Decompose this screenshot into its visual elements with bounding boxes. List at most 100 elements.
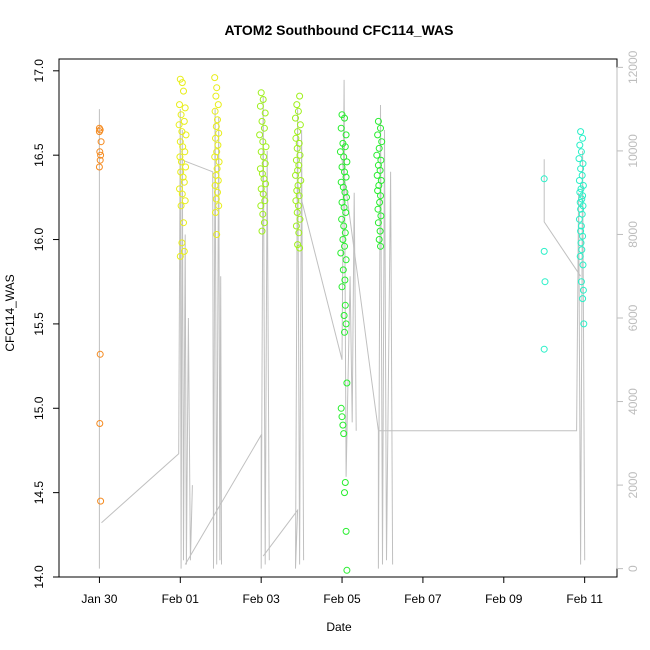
x-tick-label: Feb 01	[162, 592, 200, 606]
data-point	[579, 286, 587, 294]
data-point	[337, 124, 345, 132]
data-point	[341, 276, 349, 284]
data-point	[377, 242, 384, 250]
data-point	[96, 156, 104, 164]
data-point	[577, 239, 585, 247]
data-point	[180, 178, 188, 186]
data-point	[176, 101, 183, 109]
data-point	[180, 87, 187, 95]
data-point	[179, 173, 187, 181]
data-point	[292, 134, 300, 142]
data-point	[341, 301, 349, 309]
y-tick-label: 14.0	[32, 565, 46, 589]
data-point	[214, 188, 221, 196]
data-point	[342, 320, 350, 328]
data-point	[182, 131, 190, 139]
data-point	[341, 242, 348, 250]
data-point	[178, 239, 186, 247]
data-point	[575, 177, 583, 184]
data-point	[295, 161, 303, 169]
data-point	[540, 247, 548, 255]
data-point	[176, 252, 184, 260]
data-point	[342, 131, 350, 139]
y-tick-label: 14.5	[32, 481, 46, 505]
altitude-trace-segment	[378, 150, 586, 565]
y-tick-label: 17.0	[32, 59, 46, 83]
data-point	[579, 134, 587, 142]
data-point	[292, 171, 299, 179]
data-point	[338, 283, 346, 291]
data-point	[261, 109, 269, 117]
data-point	[296, 121, 304, 129]
data-point	[337, 249, 345, 257]
data-point	[575, 215, 583, 223]
data-point	[96, 350, 104, 358]
y-tick-label: 15.5	[32, 312, 46, 336]
data-point	[181, 197, 189, 205]
data-point	[578, 195, 586, 203]
data-point	[262, 180, 270, 188]
data-point	[540, 345, 548, 353]
data-point	[340, 222, 348, 230]
data-point	[340, 204, 348, 211]
data-point	[260, 124, 268, 132]
data-point	[374, 205, 382, 213]
data-point	[215, 129, 223, 137]
data-point	[176, 185, 183, 193]
data-point	[294, 107, 302, 115]
data-point	[256, 102, 264, 110]
data-point	[579, 192, 587, 200]
altitude-trace-segment	[543, 159, 582, 277]
data-point	[579, 295, 587, 303]
data-point	[375, 144, 383, 152]
data-point	[296, 215, 304, 223]
data-point	[261, 160, 269, 168]
data-point	[340, 153, 348, 161]
data-point	[579, 232, 587, 240]
data-point	[374, 187, 382, 195]
data-point	[212, 123, 220, 130]
data-point	[295, 192, 303, 200]
y-axis-label: CFC114_WAS	[3, 274, 17, 351]
data-point	[296, 92, 304, 100]
data-point	[341, 328, 348, 336]
data-point	[259, 138, 267, 146]
data-point	[292, 222, 300, 230]
data-point	[259, 190, 267, 198]
x-tick-label: Feb 07	[404, 592, 442, 606]
data-point	[577, 278, 585, 286]
data-point	[377, 192, 384, 200]
data-point	[374, 131, 382, 139]
data-point	[259, 96, 267, 103]
data-point	[376, 198, 384, 206]
x-axis-label: Date	[326, 620, 352, 634]
data-point	[336, 148, 344, 156]
data-point	[576, 252, 584, 260]
data-point	[343, 566, 351, 574]
right-tick-label: 2000	[626, 471, 640, 498]
data-point	[97, 151, 105, 159]
data-point	[294, 241, 302, 249]
data-point	[214, 141, 222, 149]
data-point	[214, 101, 222, 109]
data-point	[258, 227, 266, 235]
x-tick-label: Feb 09	[485, 592, 523, 606]
altitude-trace-segment	[101, 109, 193, 569]
y-tick-label: 16.5	[32, 143, 46, 167]
data-point	[211, 107, 219, 115]
y-tick-label: 15.0	[32, 396, 46, 420]
data-point	[378, 138, 386, 146]
data-point	[342, 209, 350, 216]
data-point	[211, 153, 219, 161]
data-point	[213, 84, 221, 92]
data-point	[577, 205, 585, 213]
data-point	[257, 89, 265, 97]
data-point	[181, 148, 189, 156]
data-point	[376, 227, 384, 235]
data-point	[211, 182, 219, 189]
right-tick-label: 12000	[626, 50, 640, 84]
data-point	[212, 134, 219, 142]
data-point	[296, 244, 304, 252]
